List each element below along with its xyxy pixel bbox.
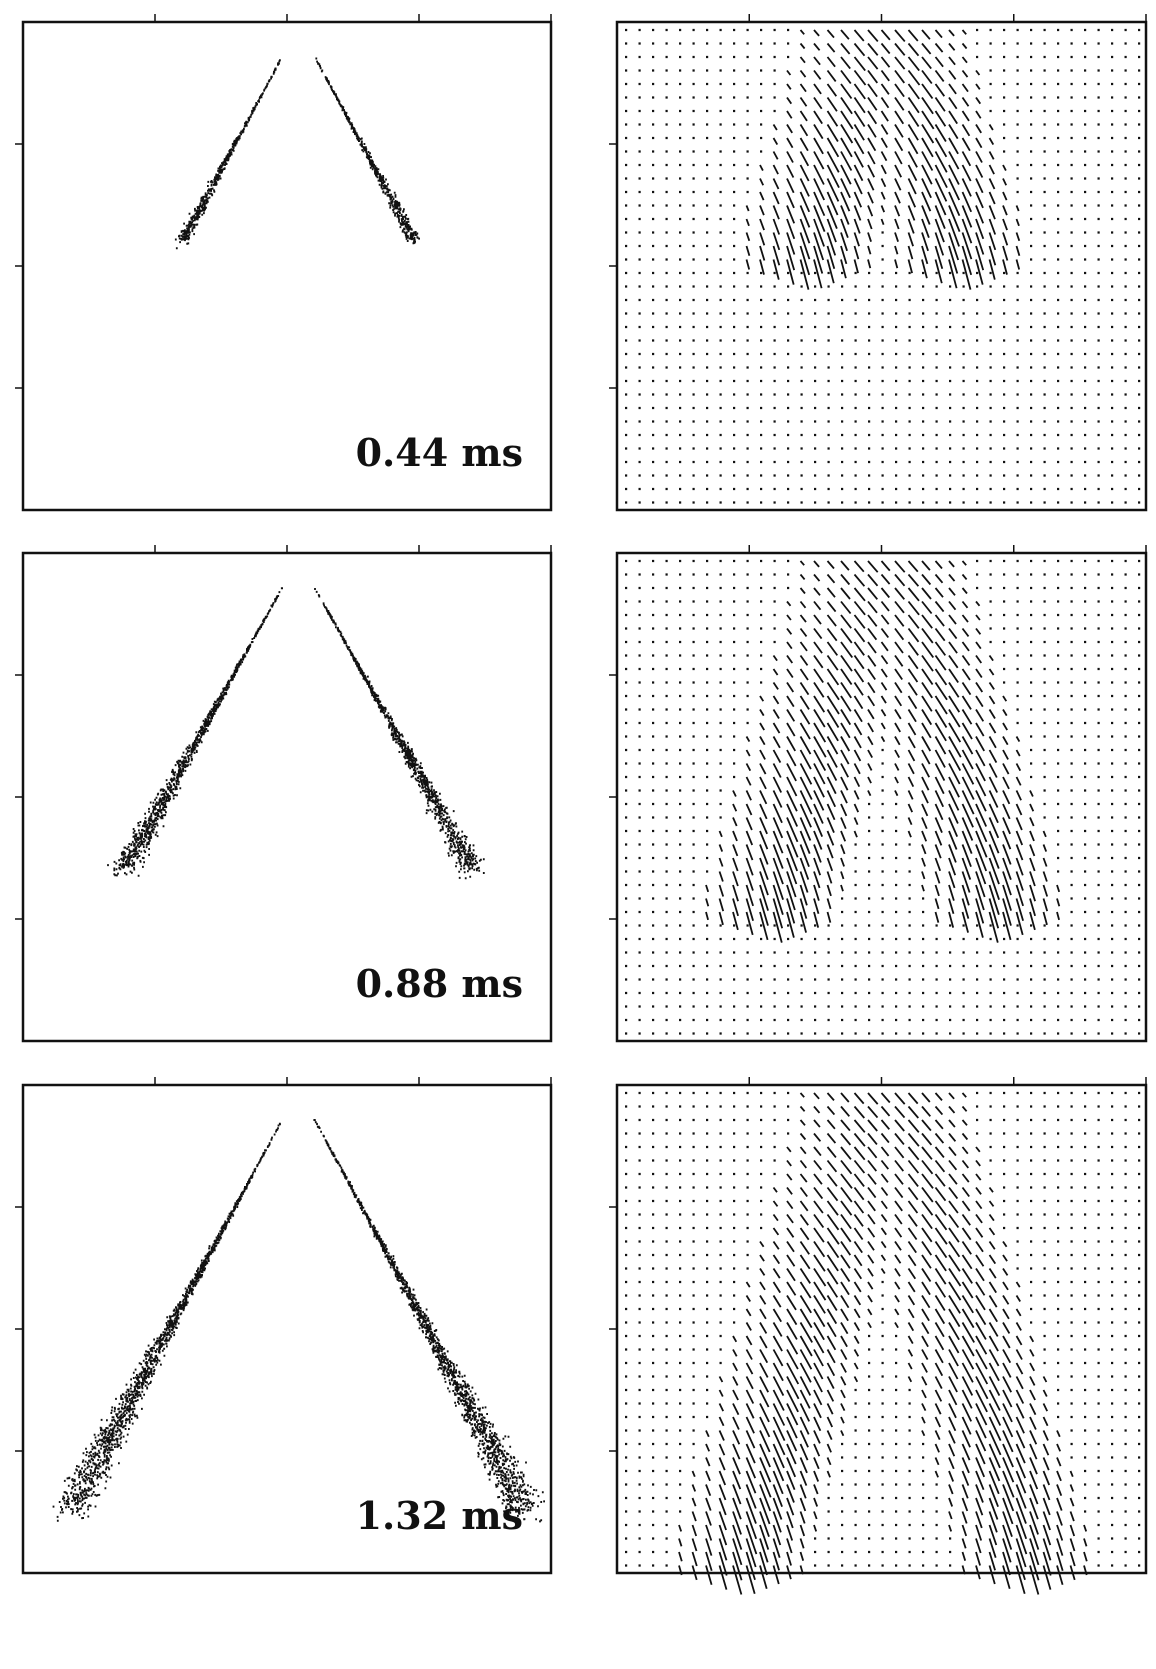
velocity-vectors xyxy=(678,1092,1088,1595)
spray-particles xyxy=(107,587,485,880)
velocity-vectors xyxy=(705,560,1061,943)
velocity-vectors xyxy=(745,29,1021,290)
panel-frame xyxy=(615,1083,1148,1575)
frame-ticks xyxy=(609,545,1147,920)
spray-particles xyxy=(174,57,420,250)
time-label: 0.88 ms xyxy=(356,961,523,1006)
time-label: 1.32 ms xyxy=(356,1493,523,1538)
frame-ticks xyxy=(609,1077,1147,1452)
frame-ticks xyxy=(15,1077,552,1452)
grid-dots xyxy=(625,1091,1141,1567)
panel-frame xyxy=(615,20,1148,512)
grid-dots xyxy=(625,559,1141,1035)
spray-particles xyxy=(52,1119,545,1523)
frame-ticks xyxy=(15,14,552,389)
frame-ticks xyxy=(609,14,1147,389)
time-label: 0.44 ms xyxy=(356,430,523,475)
grid-dots xyxy=(625,28,1141,504)
panel-frame xyxy=(615,551,1148,1043)
frame-ticks xyxy=(15,545,552,920)
